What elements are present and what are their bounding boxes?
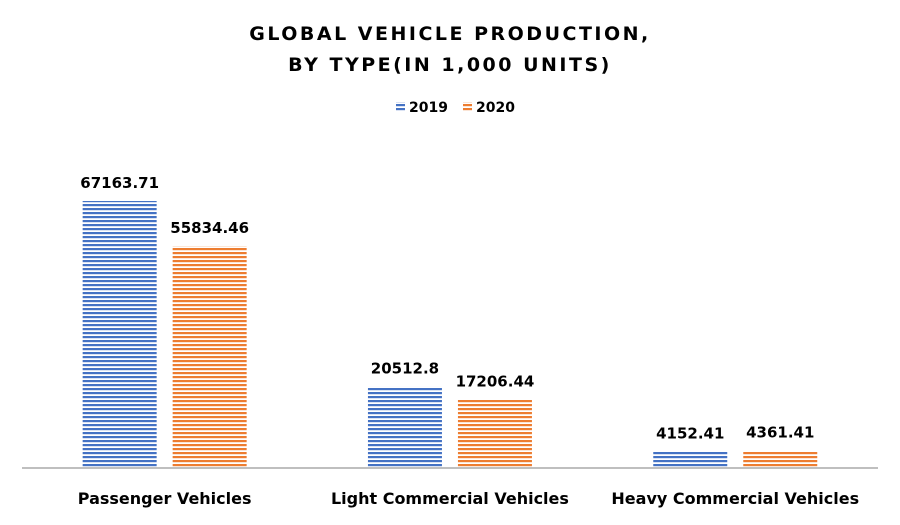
legend-label-2020: 2020 bbox=[476, 100, 515, 116]
chart-title-line-2: BY TYPE(IN 1,000 UNITS) bbox=[288, 54, 612, 76]
bar-2019-1 bbox=[367, 386, 442, 468]
bar-2020-0 bbox=[172, 246, 247, 468]
legend-label-2019: 2019 bbox=[409, 100, 448, 116]
category-label-1: Light Commercial Vehicles bbox=[331, 489, 569, 508]
legend-swatch-2020 bbox=[463, 102, 472, 111]
bar-2020-1 bbox=[457, 399, 532, 468]
legend: 2019 2020 bbox=[396, 100, 515, 116]
bar-2020-2 bbox=[743, 450, 818, 468]
category-label-2: Heavy Commercial Vehicles bbox=[611, 489, 859, 508]
legend-swatch-2019 bbox=[396, 102, 405, 111]
data-label-2020-2: 4361.41 bbox=[746, 424, 814, 442]
data-label-2019-1: 20512.8 bbox=[371, 359, 439, 377]
chart-title-line-1: GLOBAL VEHICLE PRODUCTION, bbox=[249, 23, 651, 45]
bar-2019-2 bbox=[653, 451, 728, 468]
data-label-2019-2: 4152.41 bbox=[656, 424, 724, 442]
data-labels-group: 67163.71 55834.46 20512.8 17206.44 4152.41 43… bbox=[80, 174, 814, 442]
bar-2019-0 bbox=[82, 201, 157, 468]
bars-group bbox=[82, 201, 818, 468]
data-label-2020-0: 55834.46 bbox=[170, 219, 249, 237]
category-labels-group: Passenger Vehicles Light Commercial Vehic… bbox=[78, 489, 859, 508]
data-label-2019-0: 67163.71 bbox=[80, 174, 159, 192]
category-label-0: Passenger Vehicles bbox=[78, 489, 252, 508]
data-label-2020-1: 17206.44 bbox=[456, 373, 535, 391]
